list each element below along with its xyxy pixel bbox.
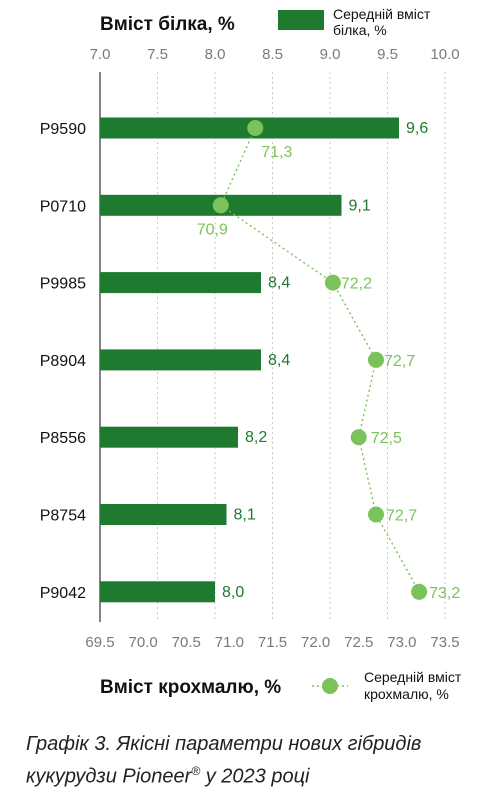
protein-value-label: 9,1	[349, 197, 371, 214]
protein-bar	[100, 272, 261, 294]
starch-series: 71,3 70,9 72,2 72,7 72,5 72,7 73,2	[197, 120, 460, 602]
legend-protein-label-2: білка, %	[333, 22, 387, 38]
chart-caption: Графік 3. Якісні параметри нових гібриді…	[26, 731, 496, 791]
caption-line-2-text: кукурудзи Pioneer	[26, 765, 192, 788]
category-label: P0710	[40, 198, 86, 215]
bottom-tick-label: 72.0	[301, 634, 330, 651]
category-label: P9590	[40, 121, 86, 138]
top-axis-title: Вміст білка, %	[100, 14, 235, 35]
protein-bars: 9,6 9,1 8,4 8,4 8,2 8,1 8,0	[100, 117, 428, 603]
caption-line-1: Графік 3. Якісні параметри нових гібриді…	[26, 733, 422, 755]
protein-value-label: 8,0	[222, 584, 244, 601]
top-tick-label: 10.0	[430, 46, 459, 63]
category-labels: P9590 P0710 P9985 P8904 P8556 P8754 P9042	[40, 121, 86, 602]
protein-value-label: 8,4	[268, 275, 290, 292]
category-label: P8556	[40, 430, 86, 447]
protein-value-label: 8,4	[268, 352, 290, 369]
starch-value-label: 72,7	[386, 508, 417, 525]
caption-line-2-year: у 2023 році	[200, 765, 310, 788]
caption-line-2: кукурудзи Pioneer® у 2023 році	[26, 758, 496, 791]
protein-bar	[100, 349, 261, 371]
bottom-axis-title: Вміст крохмалю, %	[100, 677, 281, 698]
bottom-tick-label: 71.0	[215, 634, 244, 651]
starch-value-label: 72,5	[371, 430, 402, 447]
starch-marker	[350, 429, 367, 446]
bottom-tick-label: 73.0	[387, 634, 416, 651]
top-tick-label: 9.0	[320, 46, 341, 63]
starch-marker	[324, 274, 341, 291]
caption-registered-mark: ®	[191, 764, 201, 778]
top-tick-label: 8.0	[205, 46, 226, 63]
starch-marker	[368, 506, 384, 523]
starch-marker	[212, 197, 229, 214]
protein-bar	[100, 581, 215, 603]
legend-protein-label-1: Середній вміст	[333, 6, 431, 22]
bottom-tick-label: 71.5	[258, 634, 287, 651]
protein-bar	[100, 504, 227, 525]
bottom-tick-label: 69.5	[85, 634, 114, 651]
top-tick-label: 8.5	[262, 46, 283, 63]
starch-marker	[411, 583, 428, 600]
legend-starch-marker	[322, 678, 338, 694]
starch-value-label: 70,9	[197, 221, 228, 238]
axes: 7.0 7.5 8.0 8.5 9.0 9.5 10.0 69.5 70.0 70.5 71.0 71…	[85, 46, 459, 651]
protein-bar	[100, 426, 238, 448]
gridlines	[157, 72, 446, 622]
top-tick-label: 7.0	[90, 46, 111, 63]
legend-starch-label-1: Середній вміст	[364, 669, 462, 685]
starch-value-label: 71,3	[261, 144, 292, 161]
starch-value-label: 73,2	[429, 585, 460, 602]
category-label: P9985	[40, 276, 86, 293]
protein-value-label: 8,2	[245, 429, 267, 446]
bottom-tick-label: 72.5	[344, 634, 373, 651]
starch-value-label: 72,7	[384, 353, 415, 370]
category-label: P8754	[40, 508, 86, 525]
starch-value-label: 72,2	[341, 276, 372, 293]
legend-starch-label-2: крохмалю, %	[364, 686, 449, 702]
bottom-tick-label: 70.0	[129, 634, 158, 651]
legend-protein-swatch	[278, 10, 324, 30]
starch-marker	[368, 351, 384, 368]
bottom-tick-label: 73.5	[430, 634, 459, 651]
category-label: P9042	[40, 585, 86, 602]
chart: 7.0 7.5 8.0 8.5 9.0 9.5 10.0 69.5 70.0 70.5 71.0 71…	[40, 6, 462, 702]
starch-marker	[247, 120, 264, 136]
category-label: P8904	[40, 353, 86, 370]
protein-value-label: 9,6	[406, 120, 428, 137]
top-tick-label: 9.5	[377, 46, 398, 63]
top-tick-label: 7.5	[147, 46, 168, 63]
bottom-tick-label: 70.5	[172, 634, 201, 651]
protein-value-label: 8,1	[234, 507, 256, 524]
